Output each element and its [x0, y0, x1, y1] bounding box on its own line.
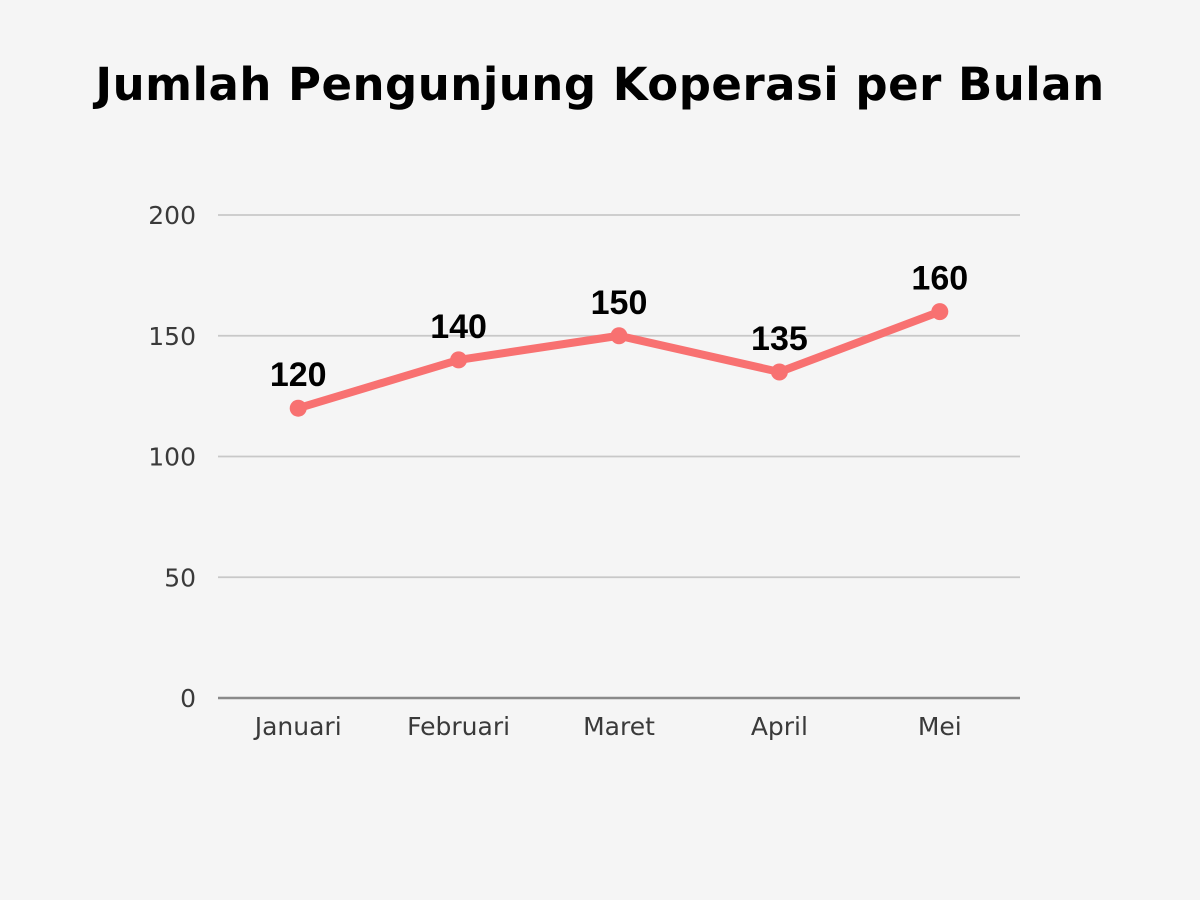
data-value-label: 160	[911, 260, 968, 298]
data-point-marker	[289, 399, 307, 417]
series-line	[294, 307, 944, 413]
y-tick-label: 50	[164, 563, 196, 592]
data-point-marker	[610, 327, 628, 345]
x-category-label: April	[751, 712, 808, 741]
data-value-label: 140	[430, 308, 487, 346]
data-point-marker	[931, 303, 949, 321]
x-category-label: Mei	[918, 712, 962, 741]
data-labels: 120 140 150 135 160	[270, 260, 968, 395]
y-axis-ticks: 0 50 100 150 200	[148, 201, 196, 713]
y-tick-label: 200	[148, 201, 196, 230]
y-tick-label: 0	[180, 684, 196, 713]
x-category-label: Februari	[407, 712, 510, 741]
x-category-label: Januari	[253, 712, 342, 741]
data-value-label: 150	[591, 284, 648, 322]
x-category-label: Maret	[583, 712, 655, 741]
data-point-marker	[450, 351, 468, 369]
y-tick-label: 150	[148, 322, 196, 351]
y-tick-label: 100	[148, 443, 196, 472]
data-value-label: 135	[751, 320, 808, 358]
x-axis-categories: Januari Februari Maret April Mei	[253, 712, 962, 741]
data-point-marker	[770, 363, 788, 381]
data-value-label: 120	[270, 356, 327, 394]
data-series	[289, 303, 949, 417]
chart-title: Jumlah Pengunjung Koperasi per Bulan	[95, 58, 1105, 111]
